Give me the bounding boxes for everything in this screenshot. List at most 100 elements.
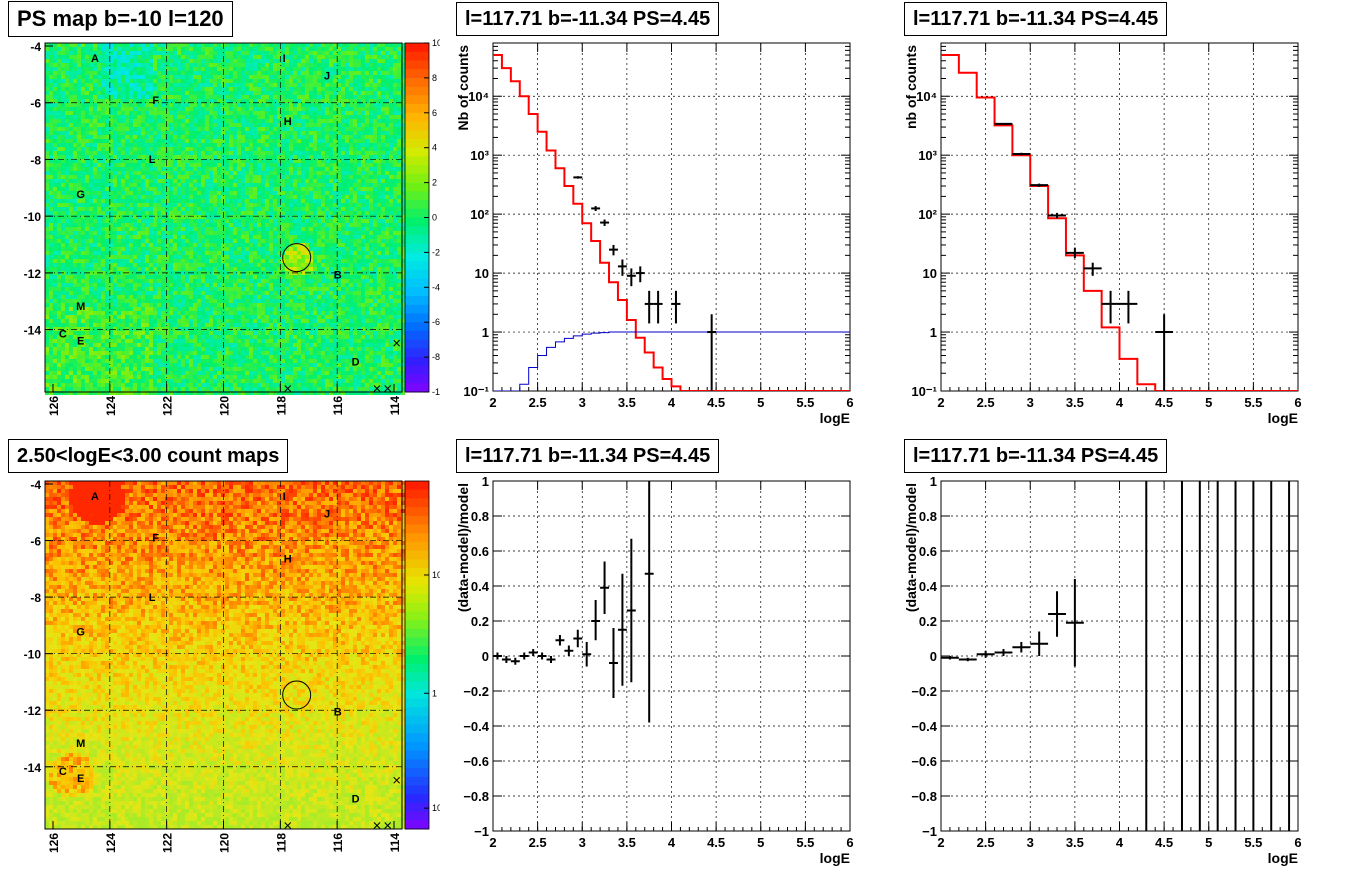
y-tick-label: 10³	[470, 148, 489, 163]
y-tick-label: 0.4	[471, 579, 490, 594]
y-axis-label: Nb of counts	[455, 45, 471, 131]
count-map-plot: 126 124 122 120 118 116 114 -4 -6 -8 -10 -12 -14 A F L G…	[24, 478, 440, 853]
x-tick-label: 3	[579, 835, 586, 850]
x-tick-label: 5.5	[796, 835, 814, 850]
x-tick-label: 5	[1205, 395, 1212, 410]
residual-title: l=117.71 b=-11.34 PS=4.45	[456, 439, 720, 473]
residual-panel: l=117.71 b=-11.34 PS=4.45 2 2.5 3 3.5 4 4.5 5 5…	[448, 437, 888, 875]
data-point	[582, 642, 592, 667]
map-y-tick-label: -8	[30, 591, 41, 605]
x-tick-label: 2.5	[529, 395, 547, 410]
source-label: F	[152, 95, 159, 107]
y-tick-label: −1	[922, 824, 937, 839]
x-axis-label: logE	[820, 850, 850, 866]
y-tick-label: 10	[475, 266, 489, 281]
map-x-tick-label: 116	[331, 833, 345, 853]
y-tick-label: 1	[930, 325, 937, 340]
data-point	[1119, 290, 1138, 324]
y-axis-label: (data-model)/model	[903, 483, 919, 612]
y-axis-label: (data-model)/model	[455, 483, 471, 612]
spectrum-rebinned-chart: 2 2.5 3 3.5 4 4.5 5 5.5 6 10⁻¹ 1 10 10² 10³ 10⁴ logE nb …	[903, 42, 1302, 426]
data-point	[1065, 579, 1084, 667]
color-bar-label: 1	[432, 688, 437, 698]
marker-cross	[284, 822, 292, 829]
source-label: M	[76, 738, 85, 750]
source-label: H	[284, 116, 292, 128]
data-point	[537, 652, 547, 660]
series-line	[493, 331, 850, 391]
x-tick-label: 6	[1294, 395, 1301, 410]
x-tick-label: 2.5	[977, 395, 995, 410]
y-tick-label: 0.8	[919, 509, 937, 524]
data-point	[958, 657, 977, 662]
spectrum-title: l=117.71 b=-11.34 PS=4.45	[456, 2, 720, 36]
y-tick-label: −0.6	[463, 754, 489, 769]
map-y-tick-label: -12	[24, 267, 42, 281]
selected-source-circle	[282, 243, 312, 273]
data-point	[1065, 247, 1084, 259]
y-tick-label: 1	[930, 474, 937, 489]
x-tick-label: 6	[846, 395, 853, 410]
data-point	[644, 481, 654, 723]
data-point	[600, 219, 610, 226]
marker-cross	[393, 776, 400, 784]
residual-chart: 2 2.5 3 3.5 4 4.5 5 5.5 6 −1 −0.8 −0.6 −0.4 −0.2 0 0.2 0…	[455, 474, 854, 866]
y-tick-label: −0.2	[911, 684, 937, 699]
data-point	[1030, 631, 1049, 656]
source-label: I	[283, 53, 286, 65]
source-label: L	[149, 592, 156, 604]
data-point	[994, 649, 1013, 656]
data-point	[653, 290, 663, 324]
color-bar-label: -2	[432, 247, 440, 257]
x-tick-label: 3.5	[618, 835, 636, 850]
map-x-tick-label: 124	[104, 396, 118, 416]
source-label: C	[59, 329, 67, 341]
y-tick-label: 0	[930, 649, 937, 664]
map-x-tick-label: 114	[388, 833, 402, 853]
x-tick-label: 5.5	[796, 395, 814, 410]
map-x-tick-label: 120	[218, 396, 232, 416]
marker-cross	[373, 385, 381, 392]
x-tick-label: 4	[668, 395, 676, 410]
y-tick-label: 0.4	[919, 579, 938, 594]
marker-cross	[393, 339, 400, 347]
map-x-tick-label: 120	[218, 833, 232, 853]
map-y-tick-label: -4	[30, 40, 41, 54]
data-point	[493, 652, 502, 660]
data-point	[976, 650, 995, 658]
source-label: A	[91, 53, 99, 65]
map-x-tick-label: 126	[47, 833, 61, 853]
x-tick-label: 6	[1294, 835, 1301, 850]
y-tick-label: 10	[923, 266, 937, 281]
y-axis-label: nb of counts	[903, 45, 919, 129]
series-0	[941, 54, 1298, 391]
color-bar-label: 4	[432, 143, 437, 153]
x-tick-label: 5.5	[1244, 835, 1262, 850]
x-axis-label: logE	[1268, 410, 1298, 426]
x-tick-label: 3	[1027, 835, 1034, 850]
map-x-tick-label: 114	[388, 396, 402, 416]
series-0	[941, 481, 1291, 831]
map-x-tick-label: 124	[104, 833, 118, 853]
source-label: G	[76, 627, 85, 639]
map-y-tick-label: -6	[30, 535, 41, 549]
data-point	[519, 652, 529, 660]
data-point	[555, 635, 565, 646]
x-tick-label: 2	[489, 395, 496, 410]
data-point	[626, 268, 636, 287]
y-tick-label: −0.4	[463, 719, 489, 734]
data-point	[1012, 642, 1031, 653]
color-bar	[405, 43, 429, 393]
marker-cross	[373, 822, 381, 829]
data-point	[626, 538, 636, 683]
data-point	[1048, 591, 1066, 637]
color-bar-label: -10	[432, 387, 440, 397]
data-point	[1155, 314, 1174, 391]
x-axis-label: logE	[1268, 850, 1298, 866]
map-y-tick-label: -12	[24, 704, 42, 718]
source-label: J	[324, 70, 330, 82]
data-point	[707, 314, 717, 391]
count-map-title: 2.50<logE<3.00 count maps	[8, 439, 289, 473]
x-tick-label: 4.5	[707, 835, 725, 850]
data-point	[617, 573, 627, 686]
